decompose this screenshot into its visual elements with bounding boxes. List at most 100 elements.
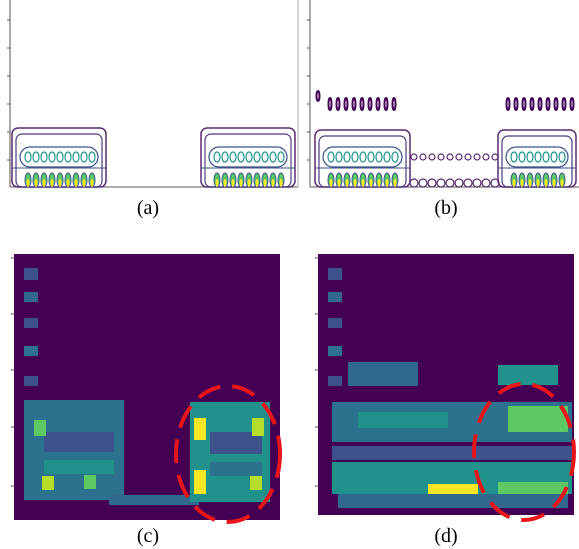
contour: [505, 146, 569, 168]
contour: [383, 151, 391, 163]
contour: [510, 151, 518, 163]
panel-a: [7, 0, 299, 188]
contour: [391, 97, 397, 111]
contour: [512, 179, 516, 187]
heatmap-cell: [252, 418, 264, 436]
heatmap-cell: [194, 418, 206, 440]
contour: [343, 151, 351, 163]
heatmap-cell: [109, 495, 199, 505]
contour: [383, 97, 389, 111]
panel-label: (b): [434, 197, 457, 219]
heatmap-cell: [338, 494, 568, 508]
heatmap-cell: [194, 470, 206, 494]
contour: [446, 153, 454, 161]
heatmap-cell: [328, 318, 342, 328]
contour: [56, 151, 64, 163]
contour: [58, 179, 62, 187]
heatmap-cell: [498, 365, 558, 385]
contour: [377, 179, 381, 187]
contour: [231, 179, 235, 187]
contour: [351, 151, 359, 163]
contour: [520, 179, 524, 187]
panel-d: [315, 254, 576, 522]
contour: [245, 151, 253, 163]
contour: [351, 97, 357, 111]
contour: [455, 153, 463, 161]
contour: [491, 153, 499, 161]
contour: [544, 179, 548, 187]
contour: [32, 151, 40, 163]
contour: [391, 151, 399, 163]
contour: [337, 179, 341, 187]
contour: [279, 179, 283, 187]
contour: [569, 97, 575, 111]
contour: [526, 151, 534, 163]
panel-label: (c): [137, 525, 159, 547]
heatmap-cell: [24, 318, 38, 328]
contour: [550, 151, 558, 163]
contour: [24, 151, 32, 163]
heatmap-cell: [348, 362, 418, 386]
contour: [418, 178, 428, 188]
heatmap-cell: [332, 446, 572, 460]
contour: [26, 179, 30, 187]
contour: [329, 179, 333, 187]
contour: [88, 151, 96, 163]
contour: [229, 151, 237, 163]
contour: [247, 179, 251, 187]
highlight: [174, 384, 282, 524]
contour: [482, 153, 490, 161]
contour: [343, 97, 349, 111]
contour: [537, 97, 543, 111]
contour: [345, 179, 349, 187]
heatmap-cell: [24, 268, 38, 280]
contour: [419, 153, 427, 161]
contour: [534, 151, 542, 163]
contour: [80, 151, 88, 163]
contour: [552, 179, 556, 187]
contour: [473, 153, 481, 161]
heatmap-cell: [428, 484, 478, 496]
contour: [19, 146, 99, 168]
contour: [335, 97, 341, 111]
heatmap-cell: [42, 476, 54, 490]
contour: [237, 151, 245, 163]
contour: [34, 179, 38, 187]
contour: [561, 97, 567, 111]
contour: [215, 179, 219, 187]
contour: [359, 97, 365, 111]
contour: [427, 178, 437, 188]
contour: [472, 178, 482, 188]
contour: [385, 179, 389, 187]
heatmap-cell: [210, 432, 262, 454]
panel-label: (d): [434, 525, 457, 547]
panel-b: [307, 0, 579, 188]
heatmap-cell: [44, 432, 114, 452]
contour: [327, 97, 333, 111]
contour: [239, 179, 243, 187]
heatmap-cell: [508, 406, 568, 432]
contour: [253, 151, 261, 163]
contour: [528, 179, 532, 187]
heatmap-cell: [328, 268, 342, 280]
contour: [223, 179, 227, 187]
heatmap-cell: [44, 460, 114, 474]
contour: [436, 178, 446, 188]
contour: [221, 151, 229, 163]
contour: [505, 97, 511, 111]
contour: [72, 151, 80, 163]
contour: [393, 179, 397, 187]
contour: [48, 151, 56, 163]
contour: [553, 97, 559, 111]
heatmap-cell: [328, 292, 342, 302]
contour: [42, 179, 46, 187]
highlight: [472, 382, 576, 522]
contour: [367, 151, 375, 163]
contour: [375, 151, 383, 163]
contour: [277, 151, 285, 163]
contour: [369, 179, 373, 187]
contour: [255, 179, 259, 187]
heatmap-cell: [24, 292, 38, 302]
